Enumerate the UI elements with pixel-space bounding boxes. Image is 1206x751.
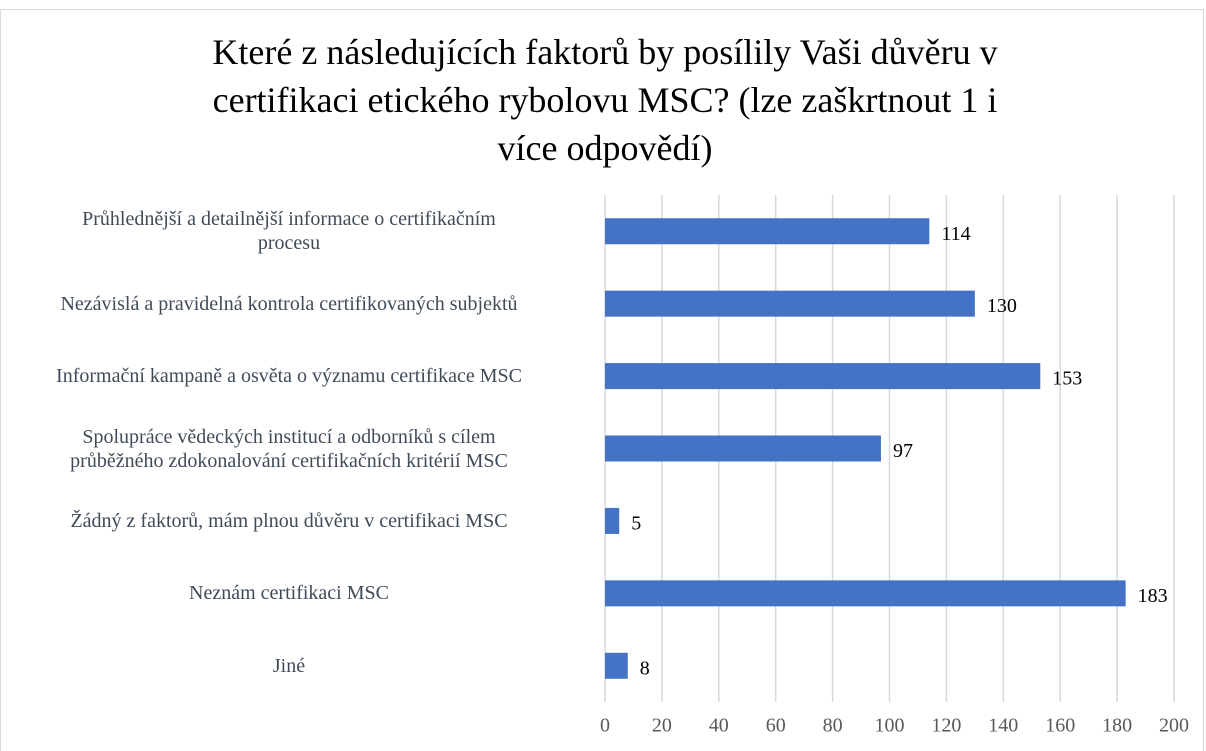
y-tick-label: Informační kampaně a osvěta o významu ce… (56, 365, 522, 388)
data-label: 183 (1138, 585, 1168, 607)
data-label: 153 (1052, 368, 1082, 390)
y-tick-label: Neznám certifikaci MSC (189, 582, 389, 605)
chart-title: Které z následujících faktorů by posílil… (212, 32, 998, 168)
x-tick-label: 60 (766, 715, 786, 737)
x-tick-label: 200 (1159, 715, 1189, 737)
x-tick-label: 40 (709, 715, 729, 737)
bar (605, 218, 930, 245)
x-tick-label: 140 (988, 715, 1018, 737)
x-tick-label: 80 (823, 715, 843, 737)
bar (605, 435, 881, 462)
x-tick-label: 20 (652, 715, 672, 737)
data-label: 130 (987, 295, 1017, 317)
x-tick-label: 120 (931, 715, 961, 737)
y-tick-label: Žádný z faktorů, mám plnou důvěru v cert… (70, 509, 508, 532)
bar (605, 507, 620, 534)
x-tick-label: 0 (600, 715, 610, 737)
y-tick-label: Průhlednější a detailnější informace o c… (82, 208, 496, 255)
y-tick-label: Spolupráce vědeckých institucí a odborní… (70, 425, 508, 472)
x-tick-label: 100 (875, 715, 905, 737)
chart-frame (0, 9, 1204, 751)
x-tick-label: 160 (1045, 715, 1075, 737)
bar (605, 652, 628, 679)
y-tick-label: Nezávislá a pravidelná kontrola certifik… (60, 292, 518, 315)
x-tick-label: 180 (1102, 715, 1132, 737)
y-tick-label: Jiné (272, 654, 306, 677)
data-label: 5 (631, 513, 641, 535)
data-label: 114 (941, 223, 970, 245)
bar (605, 290, 975, 317)
data-label: 8 (640, 657, 650, 679)
bar (605, 580, 1126, 607)
bar (605, 363, 1041, 390)
data-label: 97 (893, 440, 913, 462)
